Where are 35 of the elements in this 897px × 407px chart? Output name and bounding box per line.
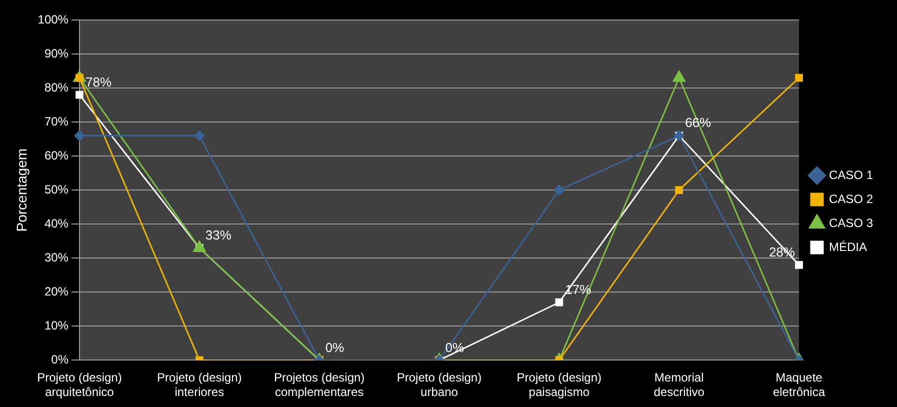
y-tick-label: 30% bbox=[44, 250, 69, 264]
data-label: 78% bbox=[85, 74, 112, 90]
legend-label: MÉDIA bbox=[828, 240, 867, 254]
y-tick-label: 60% bbox=[44, 148, 69, 162]
x-tick-label: Projeto (design) interiores bbox=[157, 370, 242, 400]
legend-label: CASO 3 bbox=[828, 216, 874, 230]
y-tick-label: 0% bbox=[51, 352, 69, 367]
y-tick-label: 50% bbox=[44, 182, 69, 196]
x-tick-label: Projetos (design) complementares bbox=[274, 370, 365, 400]
x-tick-label: Memorial descritivo bbox=[654, 370, 705, 400]
y-tick-label: 10% bbox=[44, 318, 69, 332]
x-tick-label: Projeto (design) arquitetônico bbox=[37, 370, 122, 400]
data-label: 33% bbox=[205, 228, 232, 243]
x-tick-label: Projeto (design) urbano bbox=[396, 370, 482, 400]
y-tick-label: 20% bbox=[44, 284, 69, 298]
y-tick-label: 80% bbox=[44, 80, 69, 94]
point bbox=[74, 130, 85, 141]
legend-label: CASO 2 bbox=[828, 192, 874, 206]
x-tick-label: Maquete eletrônica bbox=[772, 370, 826, 400]
point bbox=[554, 184, 564, 196]
point bbox=[194, 130, 205, 141]
y-axis-title: Porcentagem bbox=[13, 148, 30, 232]
data-label: 0% bbox=[445, 340, 464, 355]
point bbox=[76, 90, 84, 99]
point bbox=[193, 240, 206, 252]
legend-label: CASO 1 bbox=[828, 168, 874, 182]
point bbox=[795, 261, 803, 269]
y-tick-label: 90% bbox=[44, 46, 69, 60]
y-tick-label: 40% bbox=[44, 216, 69, 230]
point bbox=[795, 74, 803, 82]
x-tick-label: Projeto (design) paisagismo bbox=[516, 370, 602, 400]
point bbox=[675, 186, 683, 194]
y-tick-label: 100% bbox=[38, 12, 69, 26]
data-label: 0% bbox=[325, 340, 345, 355]
y-tick-label: 70% bbox=[44, 114, 69, 128]
